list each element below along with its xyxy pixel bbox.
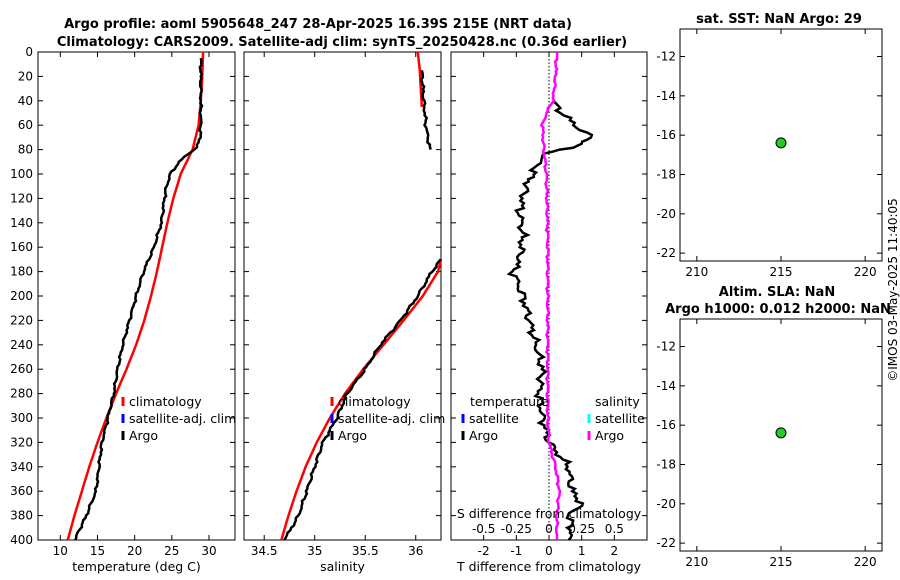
sdiff-argo-line	[539, 51, 562, 541]
sst-map-ytick-label: -14	[656, 89, 676, 103]
sdiff-xtick-label: 0.25	[568, 522, 595, 536]
temperature-xtick-label: 20	[127, 544, 142, 558]
sst-map-argo-point	[775, 137, 787, 149]
credit-text: ©IMOS 03-May-2025 11:40:05	[886, 198, 900, 382]
pressure-ytick-label: 200	[10, 289, 33, 303]
temperature-xtick-label: 15	[90, 544, 105, 558]
pressure-ytick-label: 40	[18, 94, 33, 108]
salinity-legend-argo-label: Argo	[338, 428, 367, 443]
tdiff-xtick-label: -2	[478, 544, 490, 558]
pressure-ytick-label: 400	[10, 533, 33, 547]
sla-title: Altim. SLA: NaN	[719, 285, 835, 300]
sla-map-xtick-label: 210	[685, 555, 708, 569]
tdiff-argo-line	[506, 99, 594, 541]
salinity-xlabel: salinity	[320, 559, 365, 574]
pressure-ytick-label: 360	[10, 484, 33, 498]
sst-map-ytick-label: -16	[656, 128, 676, 142]
sdiff-xtick-label: -0.5	[472, 522, 495, 536]
pressure-ytick-label: 300	[10, 411, 33, 425]
salinity-argo-line-lower	[283, 258, 442, 541]
sla-map-ytick-label: -16	[656, 418, 676, 432]
temperature-argo-line	[74, 57, 204, 541]
tdiff-xtick-label: 1	[578, 544, 586, 558]
pressure-ytick-label: 120	[10, 191, 33, 205]
pressure-ytick-label: 100	[10, 167, 33, 181]
pressure-ytick-label: 320	[10, 435, 33, 449]
sdiff-xtick-label: 0	[545, 522, 553, 536]
pressure-ytick-label: 380	[10, 509, 33, 523]
temperature-legend-argo-label: Argo	[129, 428, 158, 443]
sdiff-xtick-label: -0.25	[501, 522, 532, 536]
pressure-ytick-label: 240	[10, 338, 33, 352]
sla-map-xtick-label: 215	[770, 555, 793, 569]
sst-map-ytick-label: -12	[656, 50, 676, 64]
sst-map-xtick-label: 220	[854, 265, 877, 279]
sdiff-xtick-label: 0.5	[605, 522, 624, 536]
pressure-ytick-label: 140	[10, 216, 33, 230]
legend-temperature-argo-label: Argo	[469, 428, 498, 443]
pressure-ytick-label: 60	[18, 118, 33, 132]
sst-map-ytick-label: -18	[656, 167, 676, 181]
pressure-ytick-label: 20	[18, 69, 33, 83]
title-line-2: Climatology: CARS2009. Satellite-adj cli…	[57, 35, 627, 50]
pressure-ytick-label: 280	[10, 387, 33, 401]
salinity-xtick-label: 35	[307, 544, 322, 558]
sdiff-xlabel: S difference from climatology	[457, 506, 642, 521]
sst-map-xtick-label: 210	[685, 265, 708, 279]
sla-map-ytick-label: -12	[656, 340, 676, 354]
temperature-xtick-label: 30	[201, 544, 216, 558]
tdiff-xtick-label: 0	[545, 544, 553, 558]
temperature-legend-satellite-label: satellite-adj. clim	[129, 411, 236, 426]
sst-map-ytick-label: -20	[656, 207, 676, 221]
temperature-xlabel: temperature (deg C)	[72, 559, 201, 574]
legend-salinity-title: salinity	[595, 394, 640, 409]
salinity-argo-line-upper	[419, 69, 432, 151]
temperature-climatology-line	[66, 51, 205, 541]
salinity-xtick-label: 34.5	[251, 544, 278, 558]
pressure-ytick-label: 340	[10, 460, 33, 474]
title-line-1: Argo profile: aoml 5905648_247 28-Apr-20…	[64, 17, 572, 32]
temperature-xtick-label: 10	[53, 544, 68, 558]
salinity-panel-frame	[243, 51, 442, 541]
sla-map-ytick-label: -22	[656, 536, 676, 550]
sst-map-xtick-label: 215	[770, 265, 793, 279]
salinity-legend-climatology-label: climatology	[338, 394, 411, 409]
salinity-xtick-label: 36	[408, 544, 423, 558]
salinity-climatology-line-lower	[280, 259, 443, 541]
pressure-ytick-label: 260	[10, 362, 33, 376]
sla-map-ytick-label: -14	[656, 379, 676, 393]
sla-map-ytick-label: -18	[656, 457, 676, 471]
legend-salinity-satellite-label: satellite	[595, 411, 645, 426]
pressure-ytick-label: 0	[25, 45, 33, 59]
pressure-ytick-label: 160	[10, 240, 33, 254]
sla-map-ytick-label: -20	[656, 497, 676, 511]
legend-temperature-satellite-label: satellite	[469, 411, 519, 426]
pressure-ytick-label: 80	[18, 143, 33, 157]
tdiff-xtick-label: -1	[510, 544, 522, 558]
pressure-ytick-label: 180	[10, 265, 33, 279]
sst-title: sat. SST: NaN Argo: 29	[696, 12, 862, 27]
legend-salinity-argo-label: Argo	[595, 428, 624, 443]
salinity-xtick-label: 35.5	[352, 544, 379, 558]
pressure-ytick-label: 220	[10, 313, 33, 327]
sla-map-xtick-label: 220	[854, 555, 877, 569]
tdiff-xlabel: T difference from climatology	[456, 559, 642, 574]
salinity-legend-satellite-label: satellite-adj. clim	[338, 411, 445, 426]
sla-map-argo-point	[775, 427, 787, 439]
legend-temperature-title: temperature	[470, 394, 549, 409]
tdiff-xtick-label: 2	[611, 544, 619, 558]
h-title: Argo h1000: 0.012 h2000: NaN	[665, 302, 891, 317]
sst-map-ytick-label: -22	[656, 246, 676, 260]
temperature-xtick-label: 25	[164, 544, 179, 558]
temperature-legend-climatology-label: climatology	[129, 394, 202, 409]
